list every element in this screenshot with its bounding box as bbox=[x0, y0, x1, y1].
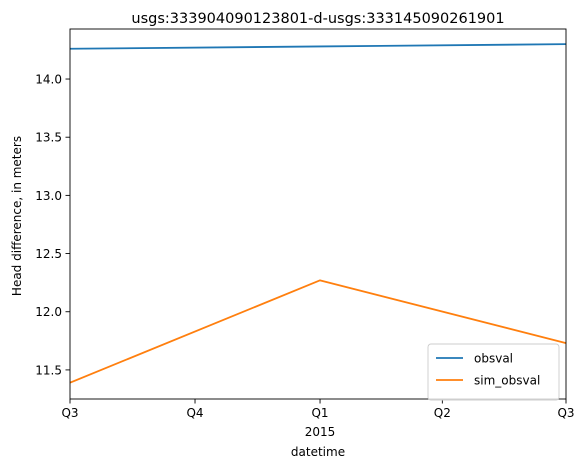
legend-label: sim_obsval bbox=[474, 374, 540, 388]
tick-layer: Q3 Q4 Q1 2015 Q2 Q3 11.5 12.0 12.5 13.0 13.5 14.0 bbox=[35, 73, 574, 439]
series-line-sim_obsval bbox=[69, 279, 567, 384]
legend-label: obsval bbox=[474, 352, 513, 366]
y-tick-label: 13.5 bbox=[35, 131, 62, 145]
chart-title: usgs:333904090123801-d-usgs:333145090261… bbox=[131, 11, 504, 27]
y-tick-label: 14.0 bbox=[35, 73, 62, 87]
x-tick-label: Q4 bbox=[186, 406, 203, 420]
y-axis-label: Head difference, in meters bbox=[10, 136, 24, 296]
y-tick-label: 12.0 bbox=[35, 305, 62, 319]
x-tick-sublabel: 2015 bbox=[305, 425, 336, 439]
y-tick-label: 13.0 bbox=[35, 189, 62, 203]
x-tick-label: Q3 bbox=[61, 406, 78, 420]
y-tick-label: 11.5 bbox=[35, 363, 62, 377]
x-tick-label: Q2 bbox=[434, 406, 451, 420]
x-tick-label: Q1 bbox=[311, 406, 328, 420]
series-layer bbox=[69, 43, 567, 384]
x-axis-label: datetime bbox=[291, 445, 345, 459]
plot-frame bbox=[69, 28, 567, 400]
x-tick-label: Q3 bbox=[557, 406, 574, 420]
series-line-obsval bbox=[69, 43, 567, 50]
legend: obsval sim_obsval bbox=[427, 343, 560, 401]
y-tick-label: 12.5 bbox=[35, 247, 62, 261]
